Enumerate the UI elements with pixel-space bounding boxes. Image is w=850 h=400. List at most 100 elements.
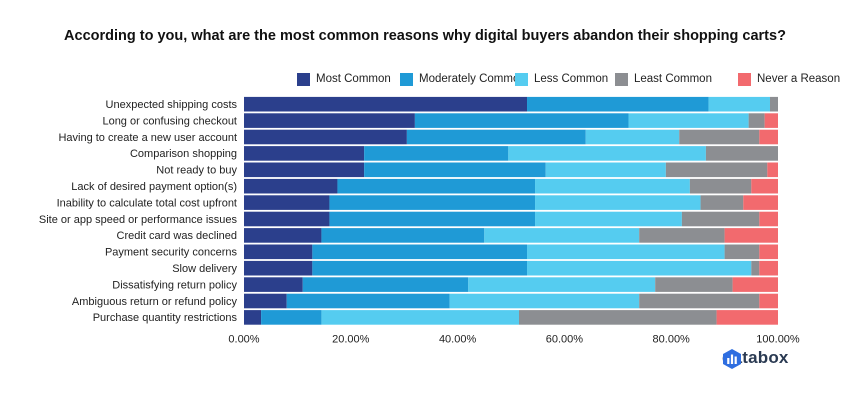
bar-segment <box>329 195 536 210</box>
chart-title: According to you, what are the most comm… <box>64 28 786 44</box>
bar-segment <box>364 162 546 178</box>
bar-segment <box>244 129 407 145</box>
bar-segment <box>639 228 725 243</box>
bar-segment <box>302 277 469 292</box>
category-label: Slow delivery <box>172 263 237 275</box>
category-label: Site or app speed or performance issues <box>39 214 238 226</box>
legend-swatch <box>615 72 628 86</box>
bar-segment <box>244 228 322 243</box>
bar-segment <box>244 113 415 128</box>
legend-label: Most Common <box>316 73 391 85</box>
bar-segment <box>708 96 770 112</box>
category-label: Not ready to buy <box>156 165 237 177</box>
bar-segment <box>321 228 485 243</box>
bar-segment <box>767 162 778 178</box>
bar-segment <box>527 260 752 276</box>
category-label: Lack of desired payment option(s) <box>71 181 237 193</box>
bar-segment <box>364 146 509 161</box>
x-tick-label: 40.00% <box>439 334 477 346</box>
category-label: Long or confusing checkout <box>102 115 237 127</box>
category-label: Dissatisfying return policy <box>112 279 237 291</box>
bar-segment <box>732 277 778 292</box>
bar-segment <box>244 277 303 292</box>
legend-swatch <box>297 72 310 86</box>
bar-segment <box>244 178 338 194</box>
bar-segment <box>535 195 701 210</box>
bar-segment <box>286 293 450 309</box>
bar-segment <box>759 129 778 145</box>
legend-swatch <box>515 72 528 86</box>
bar-segment <box>585 129 680 145</box>
bar-segment <box>681 211 760 227</box>
bar-segment <box>414 113 629 128</box>
bar-segment <box>665 162 768 178</box>
bar-segment <box>519 310 717 325</box>
x-tick-label: 20.00% <box>332 334 370 346</box>
bar-segment <box>406 129 586 145</box>
bar-segment <box>244 310 262 325</box>
bar-segment <box>764 113 778 128</box>
category-label: Comparison shopping <box>130 148 237 160</box>
legend-swatch <box>738 72 751 86</box>
bar-segment <box>751 260 760 276</box>
x-tick-label: 100.00% <box>756 334 800 346</box>
legend-item: Most Common <box>297 71 391 87</box>
bar-segment <box>716 310 778 325</box>
bar-segment <box>527 244 725 260</box>
bar-segment <box>679 129 760 145</box>
legend-label: Never a Reason <box>757 73 841 85</box>
category-label: Having to create a new user account <box>58 132 237 144</box>
bar-segment <box>244 195 330 210</box>
bar-segment <box>329 211 536 227</box>
legend-label: Least Common <box>634 73 712 85</box>
bar-segment <box>748 113 765 128</box>
bar-segment <box>337 178 536 194</box>
brand-logo: databox <box>722 348 789 369</box>
bar-segment <box>527 96 709 112</box>
bar-segment <box>244 293 287 309</box>
bar-segment <box>700 195 744 210</box>
bar-segment <box>759 260 778 276</box>
category-label: Payment security concerns <box>105 247 238 259</box>
legend-item: Moderately Common <box>400 71 526 87</box>
category-label: Purchase quantity restrictions <box>93 312 238 324</box>
bar-segment <box>244 260 313 276</box>
legend-label: Less Common <box>534 73 609 85</box>
bar-segment <box>545 162 666 178</box>
category-label: Unexpected shipping costs <box>106 99 238 111</box>
bar-segment <box>244 211 330 227</box>
bar-segment <box>261 310 322 325</box>
bar-segment <box>628 113 749 128</box>
legend-item: Never a Reason <box>738 71 840 87</box>
bar-segment <box>468 277 656 292</box>
bar-segment <box>321 310 520 325</box>
x-tick-label: 60.00% <box>546 334 584 346</box>
bar-segment <box>244 146 365 161</box>
databox-logo-icon <box>723 349 741 369</box>
bar-segment <box>244 162 365 178</box>
x-tick-label: 0.00% <box>228 334 259 346</box>
bar-segment <box>244 96 528 112</box>
bar-segment <box>759 293 778 309</box>
legend-swatch <box>400 72 413 86</box>
bar-segment <box>508 146 706 161</box>
bar-segment <box>244 244 313 260</box>
bar-segment <box>312 244 528 260</box>
bar-segment <box>312 260 528 276</box>
bar-segment <box>769 96 778 112</box>
bar-segment <box>535 178 690 194</box>
category-label: Ambiguous return or refund policy <box>72 296 238 308</box>
bar-segment <box>759 244 778 260</box>
x-tick-label: 80.00% <box>653 334 691 346</box>
bar-segment <box>724 244 760 260</box>
bar-segment <box>639 293 760 309</box>
legend-item: Less Common <box>515 71 608 87</box>
legend-label: Moderately Common <box>419 73 526 85</box>
bar-segment <box>724 228 778 243</box>
legend-item: Least Common <box>615 71 712 87</box>
bar-segment <box>705 146 778 161</box>
bar-segment <box>743 195 778 210</box>
bar-segment <box>449 293 640 309</box>
bar-segment <box>759 211 778 227</box>
